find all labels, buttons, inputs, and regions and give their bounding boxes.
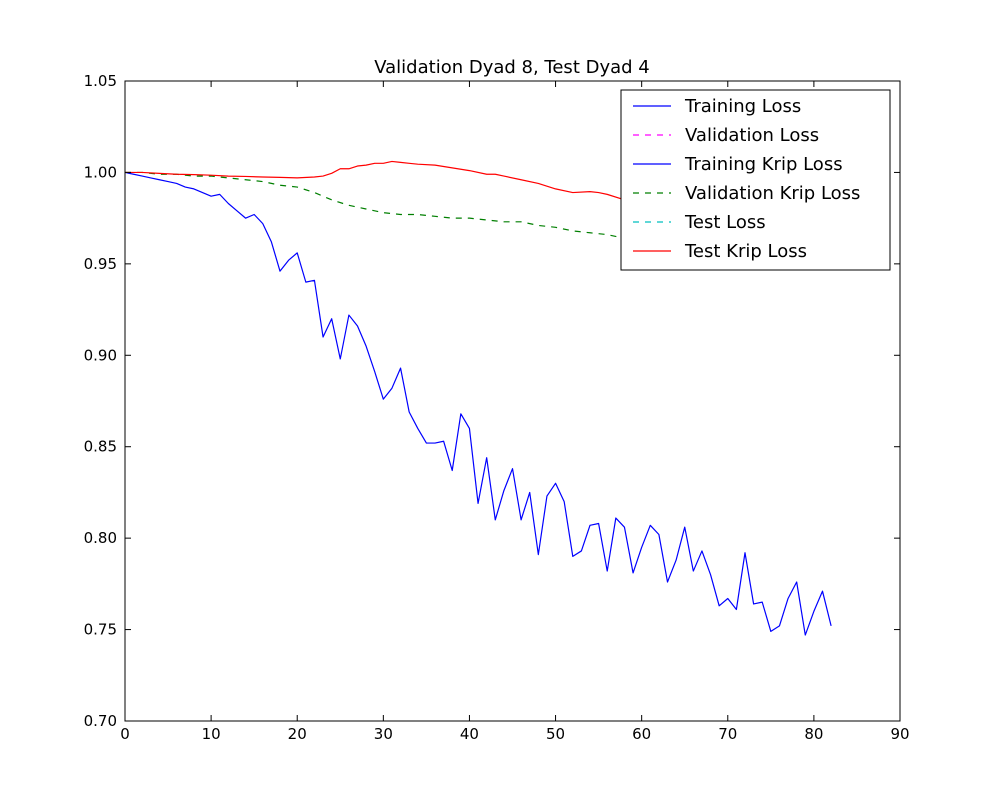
x-tick-label: 70 xyxy=(718,725,737,743)
x-tick-label: 0 xyxy=(120,725,130,743)
y-tick-label: 0.80 xyxy=(84,529,117,547)
series-line-test-krip-loss xyxy=(125,160,660,208)
y-tick-label: 0.95 xyxy=(84,255,117,273)
y-axis: 0.70 0.75 0.80 0.85 0.90 0.95 1.00 1.05 xyxy=(84,72,900,730)
legend-label: Validation Loss xyxy=(685,125,819,146)
legend: Training Loss Validation Loss Training Kri… xyxy=(620,89,891,271)
x-axis: 0 10 20 30 40 50 60 70 80 90 xyxy=(120,81,910,743)
plot-lines xyxy=(124,160,832,636)
series-line-training-krip-loss xyxy=(124,171,832,636)
y-tick-label: 0.90 xyxy=(84,346,117,364)
x-tick-label: 30 xyxy=(374,725,393,743)
x-tick-label: 60 xyxy=(632,725,651,743)
plot-frame xyxy=(124,80,901,722)
x-tick-label: 40 xyxy=(460,725,479,743)
legend-label: Validation Krip Loss xyxy=(685,183,860,204)
x-tick-label: 20 xyxy=(288,725,307,743)
y-tick-label: 1.05 xyxy=(84,72,117,90)
x-tick-label: 10 xyxy=(202,725,221,743)
x-tick-label: 80 xyxy=(804,725,823,743)
x-tick-label: 50 xyxy=(546,725,565,743)
y-tick-label: 0.70 xyxy=(84,712,117,730)
legend-label: Test Loss xyxy=(684,212,766,233)
y-tick-label: 0.75 xyxy=(84,621,117,639)
chart-title: Validation Dyad 8, Test Dyad 4 xyxy=(374,57,650,78)
y-tick-label: 1.00 xyxy=(84,163,117,181)
legend-box xyxy=(620,89,891,271)
legend-label: Training Loss xyxy=(684,96,801,117)
legend-label: Test Krip Loss xyxy=(684,241,807,262)
y-tick-label: 0.85 xyxy=(84,438,117,456)
legend-label: Training Krip Loss xyxy=(684,154,843,175)
series-line-validation-krip-loss xyxy=(125,171,659,243)
x-tick-label: 90 xyxy=(890,725,909,743)
